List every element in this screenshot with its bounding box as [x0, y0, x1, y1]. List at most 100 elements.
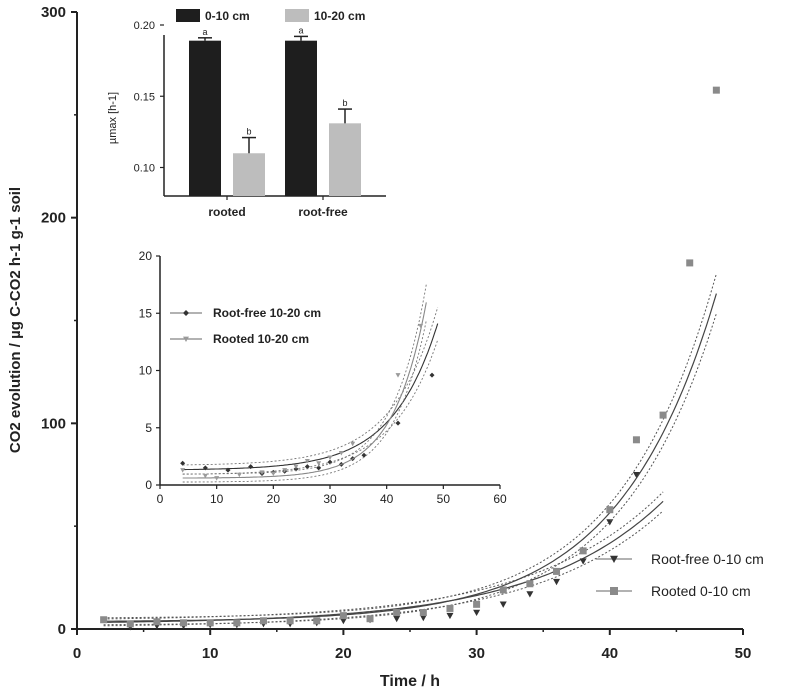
- inset-confidence-band: [182, 284, 427, 475]
- y-tick-label: 200: [41, 210, 66, 227]
- inset-data-point: [282, 468, 288, 473]
- data-point: [313, 617, 321, 625]
- bar-legend-label: 10-20 cm: [314, 9, 365, 23]
- data-point: [606, 519, 614, 526]
- inset-legend-marker: [183, 310, 189, 316]
- inset-legend-label: Root-free 10-20 cm: [213, 306, 321, 320]
- data-point: [499, 586, 507, 594]
- inset-curve-chart: 0 10 20 30 40 50 60 0 5 10 15 20 Root-free 10-20 cm R…: [139, 249, 507, 506]
- inset-data-point: [304, 458, 310, 464]
- series-rooted-0-10-cm: [100, 86, 720, 628]
- inset-x-tick-label: 0: [157, 492, 164, 506]
- y-tick-label: 0: [58, 621, 66, 638]
- inset-x-tick-label: 20: [267, 492, 281, 506]
- inset-data-point: [225, 467, 231, 473]
- inset-legend-marker: [183, 336, 189, 342]
- inset-data-point: [338, 450, 344, 456]
- data-point: [632, 436, 640, 444]
- data-point: [473, 600, 481, 608]
- inset-data-point: [418, 323, 424, 329]
- data-point: [499, 601, 507, 608]
- inset-bar-chart: 0.10 0.15 0.20 µmax [h-1] rooted a b root-free a…: [107, 9, 386, 219]
- bar-y-tick-label: 0.15: [134, 91, 155, 103]
- inset-data-point: [429, 372, 435, 378]
- inset-confidence-band: [182, 320, 427, 483]
- data-point: [526, 591, 534, 598]
- bar: [189, 40, 221, 196]
- inset-x-tick-label: 50: [437, 492, 451, 506]
- x-tick-label: 50: [735, 645, 752, 662]
- y-tick-label: 300: [41, 4, 66, 21]
- confidence-band: [103, 510, 664, 627]
- bar-legend-label: 0-10 cm: [205, 9, 250, 23]
- inset-y-tick-label: 15: [139, 306, 153, 320]
- inset-y-tick-label: 0: [145, 478, 152, 492]
- data-point: [446, 612, 454, 620]
- inset-data-point: [304, 464, 310, 470]
- data-point: [286, 617, 294, 625]
- inset-x-tick-label: 60: [493, 492, 507, 506]
- data-point: [579, 558, 587, 565]
- data-point: [339, 617, 347, 625]
- inset-data-point: [202, 473, 208, 479]
- data-point: [393, 609, 401, 617]
- inset-legend-label: Rooted 10-20 cm: [213, 332, 309, 346]
- bar-category-label: rooted: [208, 205, 245, 219]
- data-point: [473, 609, 481, 617]
- legend-label: Root-free 0-10 cm: [651, 551, 764, 567]
- data-point: [632, 471, 640, 479]
- x-axis-label: Time / h: [380, 673, 440, 690]
- inset-data-point: [395, 373, 401, 378]
- bar-legend-swatch: [285, 9, 309, 22]
- bar: [285, 40, 317, 196]
- x-tick-label: 30: [468, 645, 485, 662]
- bar: [329, 123, 361, 196]
- x-tick-label: 20: [335, 645, 352, 662]
- x-tick-label: 0: [73, 645, 81, 662]
- inset-data-point: [270, 471, 276, 477]
- significance-letter: a: [202, 27, 207, 37]
- inset-data-point: [214, 476, 220, 481]
- data-point: [100, 616, 108, 624]
- fit-curve: [103, 500, 664, 623]
- inset-data-point: [316, 465, 322, 471]
- significance-letter: b: [342, 98, 347, 108]
- bar-legend-swatch: [176, 9, 200, 22]
- confidence-band: [103, 491, 664, 620]
- data-point: [659, 411, 667, 419]
- inset-fit-curve: [182, 302, 427, 479]
- data-point: [712, 86, 720, 94]
- data-point: [393, 615, 401, 623]
- data-point: [126, 620, 134, 628]
- inset-y-tick-label: 20: [139, 249, 153, 263]
- inset-data-point: [316, 461, 322, 466]
- legend-label: Rooted 0-10 cm: [651, 583, 751, 599]
- data-point: [206, 619, 214, 627]
- inset-data-point: [361, 452, 367, 458]
- data-point: [526, 580, 534, 588]
- confidence-band: [103, 313, 717, 626]
- y-tick-label: 100: [41, 415, 66, 432]
- bar-y-tick-label: 0.20: [134, 20, 155, 32]
- inset-data-point: [327, 455, 333, 461]
- inset-y-tick-label: 5: [145, 421, 152, 435]
- inset-series-rooted-10-20-cm: [180, 284, 427, 483]
- significance-letter: b: [246, 127, 251, 137]
- data-point: [233, 619, 241, 627]
- inset-data-point: [180, 468, 186, 473]
- data-point: [339, 612, 347, 620]
- x-tick-label: 10: [202, 645, 219, 662]
- data-point: [686, 259, 694, 267]
- data-point: [419, 614, 427, 622]
- data-point: [366, 615, 374, 623]
- legend-marker: [610, 587, 618, 595]
- bar-y-tick-label: 0.10: [134, 163, 155, 175]
- inset-x-tick-label: 10: [210, 492, 224, 506]
- significance-letter: a: [298, 25, 303, 35]
- data-point: [553, 578, 561, 586]
- inset-data-point: [293, 464, 299, 470]
- inset-data-point: [180, 460, 186, 466]
- data-point: [419, 609, 427, 617]
